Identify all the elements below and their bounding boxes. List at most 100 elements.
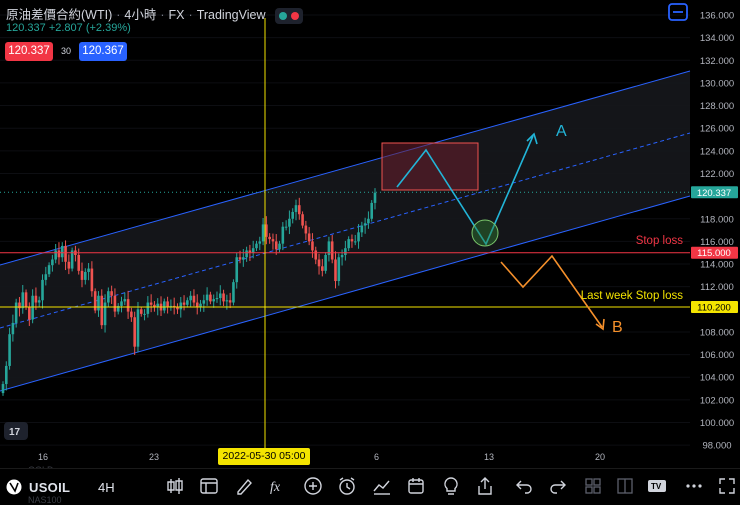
- candle-body: [248, 250, 252, 253]
- candle-body: [37, 300, 41, 303]
- price-change: 120.337 +2.807 (+2.39%): [6, 22, 131, 34]
- layout-grid-icon[interactable]: [582, 475, 604, 497]
- candle-type-icon[interactable]: [164, 475, 186, 497]
- replay-chart-icon[interactable]: [371, 475, 393, 497]
- price-tick-label: 108.000: [700, 327, 734, 338]
- share-icon[interactable]: [474, 475, 496, 497]
- candle-body: [218, 293, 222, 298]
- candle-body: [136, 309, 140, 347]
- channel-upper-line[interactable]: [0, 70, 691, 266]
- source-label: TradingView: [196, 8, 266, 22]
- bottom-toolbar: USOIL 4H fx TV: [0, 468, 740, 505]
- candle-body: [47, 265, 51, 275]
- stop-loss-label: Stop loss: [636, 235, 684, 247]
- candle-body: [34, 295, 38, 303]
- price-tick-label: 122.000: [700, 169, 734, 180]
- tradingview-button-icon[interactable]: TV: [646, 475, 668, 497]
- tradingview-logo[interactable]: 17: [4, 422, 28, 440]
- candle-body: [31, 295, 34, 320]
- price-tick-label: 116.000: [700, 237, 734, 248]
- last-week-stop-loss-label: Last week Stop loss: [581, 290, 684, 302]
- target-zone-rectangle[interactable]: [381, 142, 479, 191]
- layout-columns-icon[interactable]: [614, 475, 636, 497]
- candle-body: [156, 303, 160, 308]
- candle-body: [176, 307, 179, 310]
- candle-body: [297, 205, 301, 215]
- indicators-icon[interactable]: [198, 475, 220, 497]
- candle-body: [340, 254, 344, 258]
- candle-body: [258, 241, 262, 244]
- more-icon[interactable]: [683, 475, 705, 497]
- price-axis[interactable]: 136.000 134.000 132.000 130.000 128.000 126.0…: [691, 11, 738, 452]
- candle-body: [103, 302, 107, 326]
- candle-body: [255, 243, 258, 249]
- candle-body: [278, 243, 281, 250]
- candle-body: [107, 291, 110, 303]
- channel-lower-line[interactable]: [0, 195, 691, 392]
- candle-body: [373, 192, 377, 203]
- svg-text:fx: fx: [270, 480, 281, 495]
- candlestick-series: [1, 188, 377, 396]
- settings-icon[interactable]: [668, 3, 688, 21]
- candle-body: [97, 295, 100, 311]
- price-tick-label: 124.000: [700, 146, 734, 157]
- undo-icon[interactable]: [513, 475, 535, 497]
- redo-icon[interactable]: [547, 475, 569, 497]
- fullscreen-icon[interactable]: [716, 475, 738, 497]
- symbol-button[interactable]: USOIL: [29, 480, 71, 495]
- entry-point-circle[interactable]: [471, 219, 499, 247]
- candle-body: [235, 257, 239, 283]
- candle-body: [291, 211, 294, 219]
- interval-button[interactable]: 4H: [98, 480, 115, 495]
- candle-body: [57, 250, 61, 258]
- candle-body: [238, 257, 242, 260]
- candle-body: [353, 241, 357, 243]
- candle-body: [304, 225, 308, 234]
- price-tick-label: 130.000: [700, 78, 734, 89]
- calendar-icon[interactable]: [405, 475, 427, 497]
- candle-body: [130, 311, 133, 318]
- price-tag: [691, 246, 738, 259]
- candle-body: [370, 202, 374, 219]
- sell-button[interactable]: 120.337: [5, 42, 53, 61]
- price-tick-label: 112.000: [700, 282, 734, 293]
- search-icon[interactable]: [5, 478, 23, 496]
- candle-body: [44, 274, 48, 280]
- svg-text:TV: TV: [651, 482, 662, 491]
- price-tick-label: 104.000: [700, 373, 734, 384]
- candle-body: [360, 225, 364, 233]
- candle-body: [4, 365, 8, 385]
- timeframe-label[interactable]: 4小時: [124, 8, 157, 22]
- candle-body: [228, 300, 232, 303]
- candle-body: [357, 232, 360, 242]
- candle-body: [330, 241, 334, 260]
- draw-pen-icon[interactable]: [233, 475, 255, 497]
- x-tick-6: 6: [374, 452, 380, 462]
- add-icon[interactable]: [302, 475, 324, 497]
- buy-button[interactable]: 120.367: [79, 42, 127, 61]
- candle-body: [87, 268, 90, 272]
- candle-body: [242, 257, 245, 260]
- function-icon[interactable]: fx: [267, 475, 289, 497]
- candle-body: [209, 294, 212, 302]
- candle-body: [90, 268, 94, 292]
- candle-body: [192, 295, 196, 303]
- candle-body: [199, 303, 202, 308]
- candle-body: [143, 313, 146, 315]
- chart-header: 原油差價合約(WTI) · 4小時 · FX · TradingView: [6, 4, 303, 24]
- alarm-icon[interactable]: [336, 475, 358, 497]
- candle-body: [288, 218, 291, 227]
- symbol-title[interactable]: 原油差價合約(WTI): [6, 8, 113, 22]
- price-tag-label: 120.337: [697, 188, 731, 199]
- candle-body: [153, 304, 156, 308]
- path-a-arrow[interactable]: [396, 135, 534, 246]
- path-b-arrow[interactable]: [500, 254, 603, 328]
- price-chart[interactable]: A B Stop loss Last week Stop loss 136.00…: [0, 0, 740, 468]
- price-tick-label: 128.000: [700, 101, 734, 112]
- exchange-label: FX: [168, 8, 185, 22]
- price-tick-label: 136.000: [700, 11, 734, 22]
- candle-body: [281, 226, 285, 244]
- ideas-bulb-icon[interactable]: [440, 475, 462, 497]
- market-status-icon[interactable]: [274, 7, 303, 24]
- price-tag: [691, 301, 738, 314]
